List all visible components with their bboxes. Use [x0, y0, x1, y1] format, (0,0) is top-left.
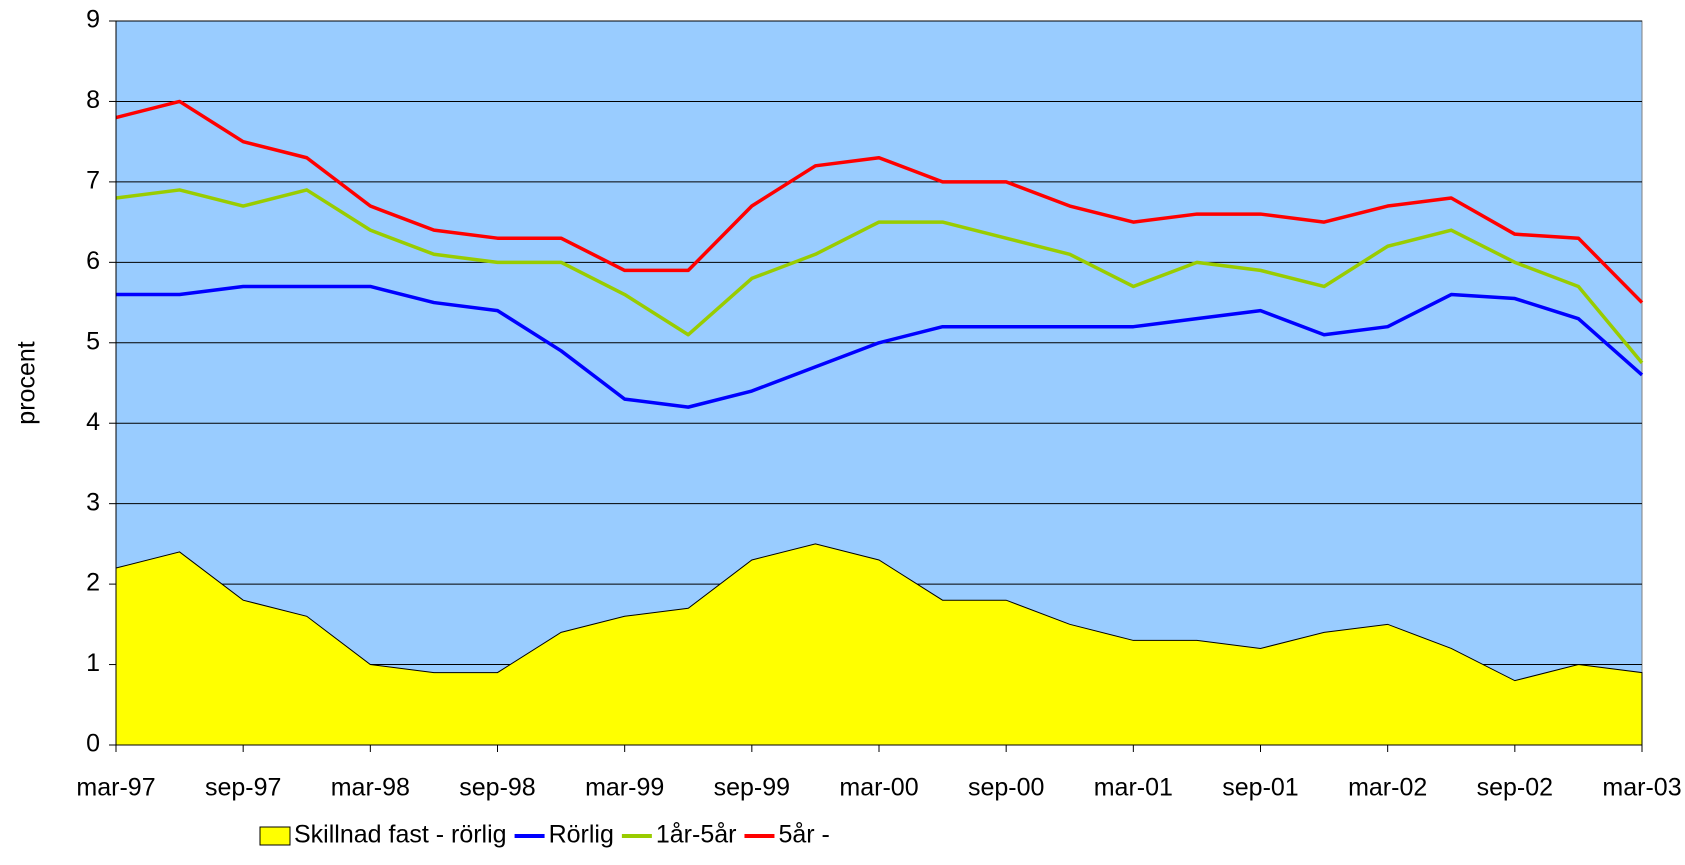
x-tick-label: mar-00	[839, 774, 918, 802]
line	[115, 99, 1644, 304]
x-tick-label: mar-97	[76, 774, 155, 802]
legend-label: 1år-5år	[656, 821, 737, 849]
x-tick-label: mar-99	[585, 774, 664, 802]
x-tick-label: sep-01	[1222, 774, 1298, 802]
y-tick-label: 7	[86, 166, 100, 194]
x-tick-label: mar-02	[1348, 774, 1427, 802]
y-tick-label: 6	[86, 247, 100, 275]
y-tick-label: 1	[86, 649, 100, 677]
y-tick-label: 5	[86, 327, 100, 355]
legend-label: Rörlig	[549, 821, 614, 849]
y-tick-label: 8	[86, 86, 100, 114]
x-tick-label: mar-01	[1094, 774, 1173, 802]
area	[115, 543, 1643, 746]
y-axis-label: procent	[13, 341, 41, 424]
x-tick-label: sep-98	[459, 774, 535, 802]
y-tick-label: 3	[86, 488, 100, 516]
y-tick-label: 9	[86, 6, 100, 34]
line	[116, 284, 1644, 409]
y-tick-label: 4	[86, 408, 100, 436]
x-tick-label: mar-98	[331, 774, 410, 802]
x-tick-label: sep-02	[1477, 774, 1553, 802]
y-tick-label: 2	[86, 569, 100, 597]
y-tick-label: 0	[86, 730, 100, 758]
x-tick-label: mar-03	[1602, 774, 1681, 802]
line	[115, 188, 1644, 365]
legend-label: 5år -	[778, 821, 829, 849]
legend-swatch	[259, 826, 291, 846]
x-tick-label: sep-00	[968, 774, 1044, 802]
x-tick-label: sep-97	[205, 774, 281, 802]
x-tick-label: sep-99	[714, 774, 790, 802]
legend-label: Skillnad fast - rörlig	[294, 821, 507, 849]
